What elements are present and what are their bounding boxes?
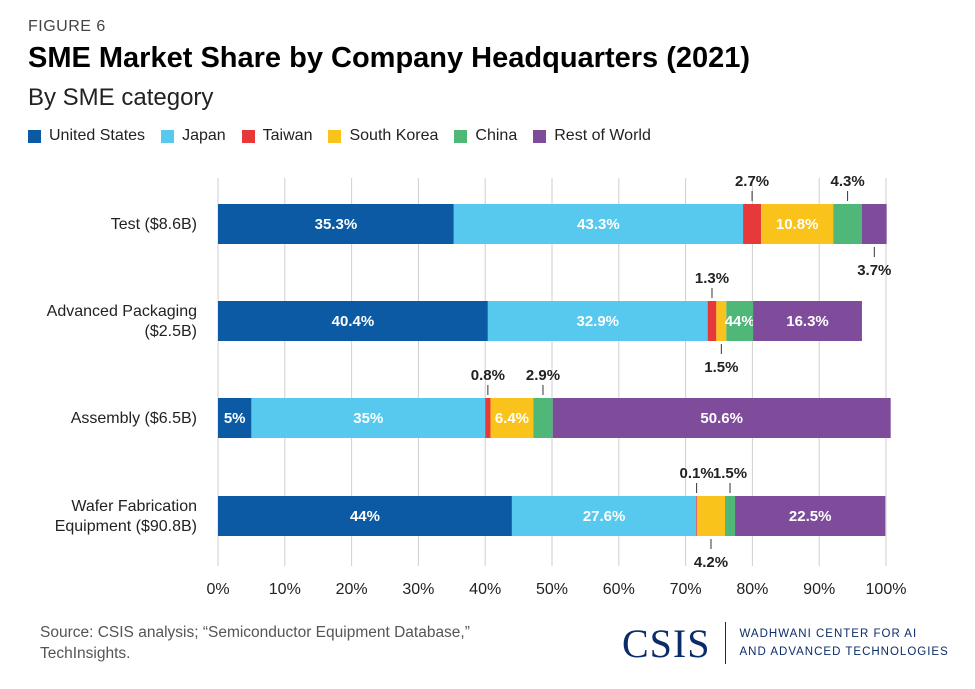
x-tick-label: 90% [803, 581, 835, 598]
legend-item-japan: Japan [161, 127, 226, 145]
legend-swatch-china [454, 129, 468, 143]
bar-taiwan [743, 204, 762, 244]
legend-item-china: China [454, 127, 517, 145]
legend: United States Japan Taiwan South Korea C… [28, 127, 651, 145]
bar-united-states [218, 398, 252, 438]
legend-label-china: China [475, 127, 518, 144]
category-label: Wafer Fabrication [71, 498, 197, 515]
category-label: Equipment ($90.8B) [55, 518, 197, 535]
bar-united-states [218, 204, 454, 244]
bar-south-korea [716, 301, 727, 341]
chart-title: SME Market Share by Company Headquarters… [28, 42, 751, 74]
source-note: Source: CSIS analysis; “Semiconductor Eq… [40, 622, 470, 664]
data-label: 35% [353, 410, 383, 427]
data-label: 2.9% [526, 367, 560, 384]
x-tick-label: 30% [402, 581, 434, 598]
csis-logo: CSIS WADHWANI CENTER FOR AI AND ADVANCED… [622, 620, 949, 666]
data-label: 5% [224, 410, 246, 427]
bar-japan [511, 496, 697, 536]
data-label: 1.3% [695, 270, 729, 287]
data-label: 1.5% [713, 465, 747, 482]
legend-item-rest-of-world: Rest of World [533, 127, 651, 145]
bar-china [533, 398, 553, 438]
data-label: 0.1% [680, 465, 714, 482]
data-label: 44% [725, 313, 755, 330]
bar-south-korea [490, 398, 534, 438]
legend-swatch-south-korea [328, 129, 342, 143]
x-tick-label: 60% [603, 581, 635, 598]
data-label: 1.5% [704, 359, 738, 376]
bar-china [726, 301, 754, 341]
data-label: 4.2% [694, 554, 728, 571]
bar-taiwan [485, 398, 491, 438]
legend-swatch-japan [161, 129, 175, 143]
bar-taiwan [696, 496, 698, 536]
logo-text: WADHWANI CENTER FOR AI AND ADVANCED TECH… [740, 625, 949, 661]
category-label: ($2.5B) [145, 323, 197, 340]
legend-label-taiwan: Taiwan [262, 127, 313, 144]
bar-japan [487, 301, 708, 341]
logo-mark: CSIS [622, 620, 711, 666]
data-label: 3.7% [857, 262, 891, 279]
bar-united-states [218, 301, 488, 341]
bar-rest-of-world [753, 301, 862, 341]
data-label: 43.3% [577, 216, 620, 233]
legend-swatch-rest-of-world [533, 129, 547, 143]
data-label: 10.8% [776, 216, 819, 233]
legend-label-japan: Japan [182, 127, 226, 144]
x-tick-label: 50% [536, 581, 568, 598]
data-label: 40.4% [332, 313, 375, 330]
data-label: 22.5% [789, 508, 832, 525]
data-label: 50.6% [700, 410, 743, 427]
data-label: 32.9% [576, 313, 619, 330]
legend-label-rest-of-world: Rest of World [554, 127, 651, 144]
x-tick-label: 80% [736, 581, 768, 598]
logo-text-line-1: WADHWANI CENTER FOR AI [739, 628, 918, 640]
legend-item-taiwan: Taiwan [241, 127, 313, 145]
chart-subtitle: By SME category [28, 84, 214, 111]
data-label: 0.8% [471, 367, 505, 384]
bar-south-korea [761, 204, 834, 244]
bar-china [725, 496, 736, 536]
x-tick-label: 20% [336, 581, 368, 598]
data-label: 2.7% [735, 173, 769, 190]
category-label: Assembly ($6.5B) [71, 410, 197, 427]
figure-label: FIGURE 6 [28, 18, 106, 35]
x-tick-label: 10% [269, 581, 301, 598]
data-label: 4.3% [830, 173, 864, 190]
logo-divider [724, 622, 726, 664]
legend-item-united-states: United States [28, 127, 145, 145]
logo-text-line-2: AND ADVANCED TECHNOLOGIES [739, 646, 949, 658]
bar-taiwan [707, 301, 717, 341]
bar-china [833, 204, 862, 244]
legend-swatch-united-states [28, 129, 41, 143]
legend-item-south-korea: South Korea [328, 127, 438, 145]
x-tick-label: 100% [866, 581, 907, 598]
bar-united-states [218, 496, 512, 536]
legend-label-south-korea: South Korea [349, 127, 439, 144]
data-label: 27.6% [583, 508, 626, 525]
bar-japan [251, 398, 486, 438]
data-label: 44% [350, 508, 380, 525]
bar-rest-of-world [552, 398, 891, 438]
data-label: 16.3% [786, 313, 829, 330]
category-label: Advanced Packaging [47, 303, 197, 320]
source-line-2: TechInsights. [40, 645, 131, 662]
x-tick-label: 0% [206, 581, 229, 598]
x-tick-label: 40% [469, 581, 501, 598]
category-label: Test ($8.6B) [111, 216, 197, 233]
bar-south-korea [696, 496, 726, 536]
bar-japan [453, 204, 744, 244]
source-line-1: Source: CSIS analysis; “Semiconductor Eq… [40, 624, 470, 641]
data-label: 6.4% [495, 410, 529, 427]
data-label: 35.3% [315, 216, 358, 233]
bar-rest-of-world [861, 204, 887, 244]
legend-swatch-taiwan [241, 129, 255, 143]
bar-rest-of-world [735, 496, 886, 536]
legend-label-united-states: United States [49, 127, 146, 144]
x-tick-label: 70% [670, 581, 702, 598]
